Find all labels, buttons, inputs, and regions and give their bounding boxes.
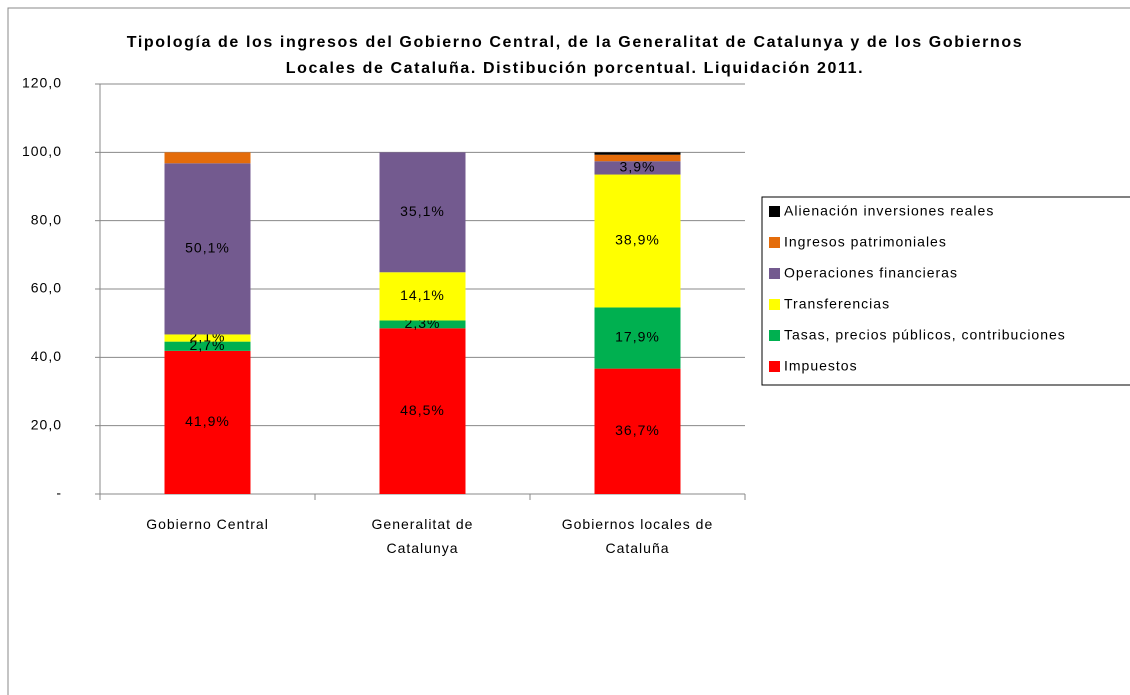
data-label: 48,5%: [400, 402, 445, 418]
data-label: 14,1%: [400, 287, 445, 303]
bar-segment: [379, 152, 466, 273]
legend-swatch: [769, 330, 780, 341]
y-tick-label: 20,0: [31, 416, 62, 432]
legend-swatch: [769, 299, 780, 310]
data-label: 50,1%: [185, 240, 230, 256]
legend-label: Operaciones financieras: [784, 265, 958, 281]
y-tick-label: 80,0: [31, 211, 62, 227]
bar-segment: [379, 328, 466, 494]
bar-segment: [594, 154, 681, 162]
bar-segment: [594, 307, 681, 369]
y-tick-label: -: [56, 485, 62, 501]
legend-swatch: [769, 268, 780, 279]
data-label: 36,7%: [615, 422, 660, 438]
legend-label: Ingresos patrimoniales: [784, 234, 947, 250]
data-label: 3,9%: [620, 159, 656, 175]
legend-box: [761, 196, 1130, 386]
bar-segment: [594, 152, 681, 155]
bar-segment: [164, 334, 251, 342]
chart-border: [7, 7, 1130, 695]
bar-segment: [379, 272, 466, 321]
bar-segment: [164, 341, 251, 351]
bar-segment: [594, 174, 681, 308]
chart-title: Tipología de los ingresos del Gobierno C…: [126, 34, 1024, 77]
x-tick-label: Generalitat de Catalunya: [371, 516, 474, 556]
bar-segment: [164, 163, 251, 335]
x-tick-label: Gobiernos locales de Cataluña: [561, 516, 714, 556]
legend-label: Alienación inversiones reales: [784, 203, 994, 219]
legend-label: Impuestos: [784, 358, 858, 374]
bar-segment: [594, 368, 681, 494]
legend-swatch: [769, 237, 780, 248]
legend-swatch: [769, 361, 780, 372]
bar-segment: [379, 320, 466, 329]
bar-segment: [594, 161, 681, 175]
y-tick-label: 120,0: [22, 75, 62, 91]
bar-segment: [164, 350, 251, 494]
y-tick-label: 60,0: [31, 280, 62, 296]
legend-label: Tasas, precios públicos, contribuciones: [784, 327, 1066, 343]
data-label: 41,9%: [185, 413, 230, 429]
bar-segment: [164, 152, 251, 164]
x-tick-label: Gobierno Central: [146, 516, 269, 532]
data-label: 38,9%: [615, 232, 660, 248]
data-label: 17,9%: [615, 329, 660, 345]
y-tick-label: 40,0: [31, 348, 62, 364]
data-label: 35,1%: [400, 203, 445, 219]
legend-swatch: [769, 206, 780, 217]
y-tick-label: 100,0: [22, 143, 62, 159]
legend-label: Transferencias: [784, 296, 890, 312]
